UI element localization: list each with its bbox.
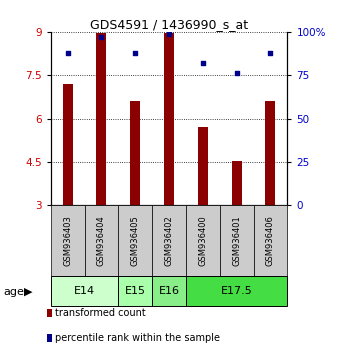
Bar xyxy=(164,33,174,205)
Text: GSM936400: GSM936400 xyxy=(198,215,207,266)
Bar xyxy=(96,33,106,205)
Bar xyxy=(220,205,254,276)
Point xyxy=(234,71,239,76)
Text: GSM936402: GSM936402 xyxy=(165,215,173,266)
Bar xyxy=(118,205,152,276)
Bar xyxy=(254,205,287,276)
Point xyxy=(132,50,138,56)
Text: GSM936404: GSM936404 xyxy=(97,215,106,266)
Bar xyxy=(84,205,118,276)
Bar xyxy=(152,205,186,276)
Text: GSM936401: GSM936401 xyxy=(232,215,241,266)
Point xyxy=(268,50,273,56)
Bar xyxy=(63,84,73,205)
Bar xyxy=(186,276,287,306)
Title: GDS4591 / 1436990_s_at: GDS4591 / 1436990_s_at xyxy=(90,18,248,31)
Text: ▶: ▶ xyxy=(24,287,32,297)
Text: GSM936403: GSM936403 xyxy=(63,215,72,266)
Bar xyxy=(198,127,208,205)
Bar xyxy=(118,276,152,306)
Text: E17.5: E17.5 xyxy=(221,286,252,296)
Point xyxy=(200,60,206,66)
Point xyxy=(65,50,70,56)
Text: GSM936405: GSM936405 xyxy=(131,215,140,266)
Bar xyxy=(265,101,275,205)
Text: GSM936406: GSM936406 xyxy=(266,215,275,266)
Bar xyxy=(186,205,220,276)
Text: age: age xyxy=(3,287,24,297)
Point xyxy=(99,34,104,40)
Text: percentile rank within the sample: percentile rank within the sample xyxy=(55,333,220,343)
Bar xyxy=(232,160,242,205)
Text: E16: E16 xyxy=(159,286,179,296)
Bar xyxy=(51,205,84,276)
Bar xyxy=(152,276,186,306)
Text: E14: E14 xyxy=(74,286,95,296)
Bar xyxy=(51,276,118,306)
Point xyxy=(166,31,172,36)
Text: E15: E15 xyxy=(125,286,146,296)
Text: transformed count: transformed count xyxy=(55,308,146,318)
Bar xyxy=(130,101,140,205)
